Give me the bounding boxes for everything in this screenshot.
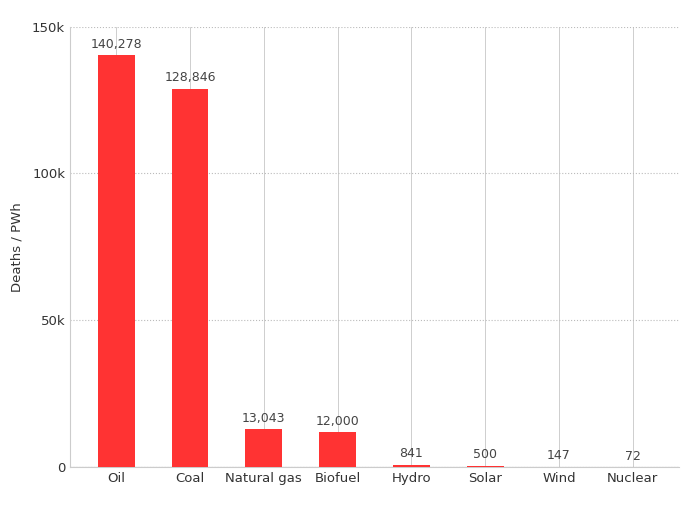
Bar bbox=[172, 89, 209, 467]
Bar bbox=[245, 429, 282, 467]
Bar bbox=[393, 465, 430, 467]
Text: 13,043: 13,043 bbox=[242, 412, 286, 425]
Text: 500: 500 bbox=[473, 448, 497, 461]
Bar bbox=[319, 432, 356, 467]
Text: 140,278: 140,278 bbox=[90, 38, 142, 50]
Y-axis label: Deaths / PWh: Deaths / PWh bbox=[10, 202, 24, 292]
Text: 12,000: 12,000 bbox=[316, 415, 360, 427]
Text: 147: 147 bbox=[547, 449, 571, 463]
Bar bbox=[467, 466, 504, 467]
Text: 841: 841 bbox=[400, 448, 424, 460]
Text: 128,846: 128,846 bbox=[164, 71, 216, 84]
Bar bbox=[98, 55, 134, 467]
Text: 72: 72 bbox=[625, 450, 640, 463]
